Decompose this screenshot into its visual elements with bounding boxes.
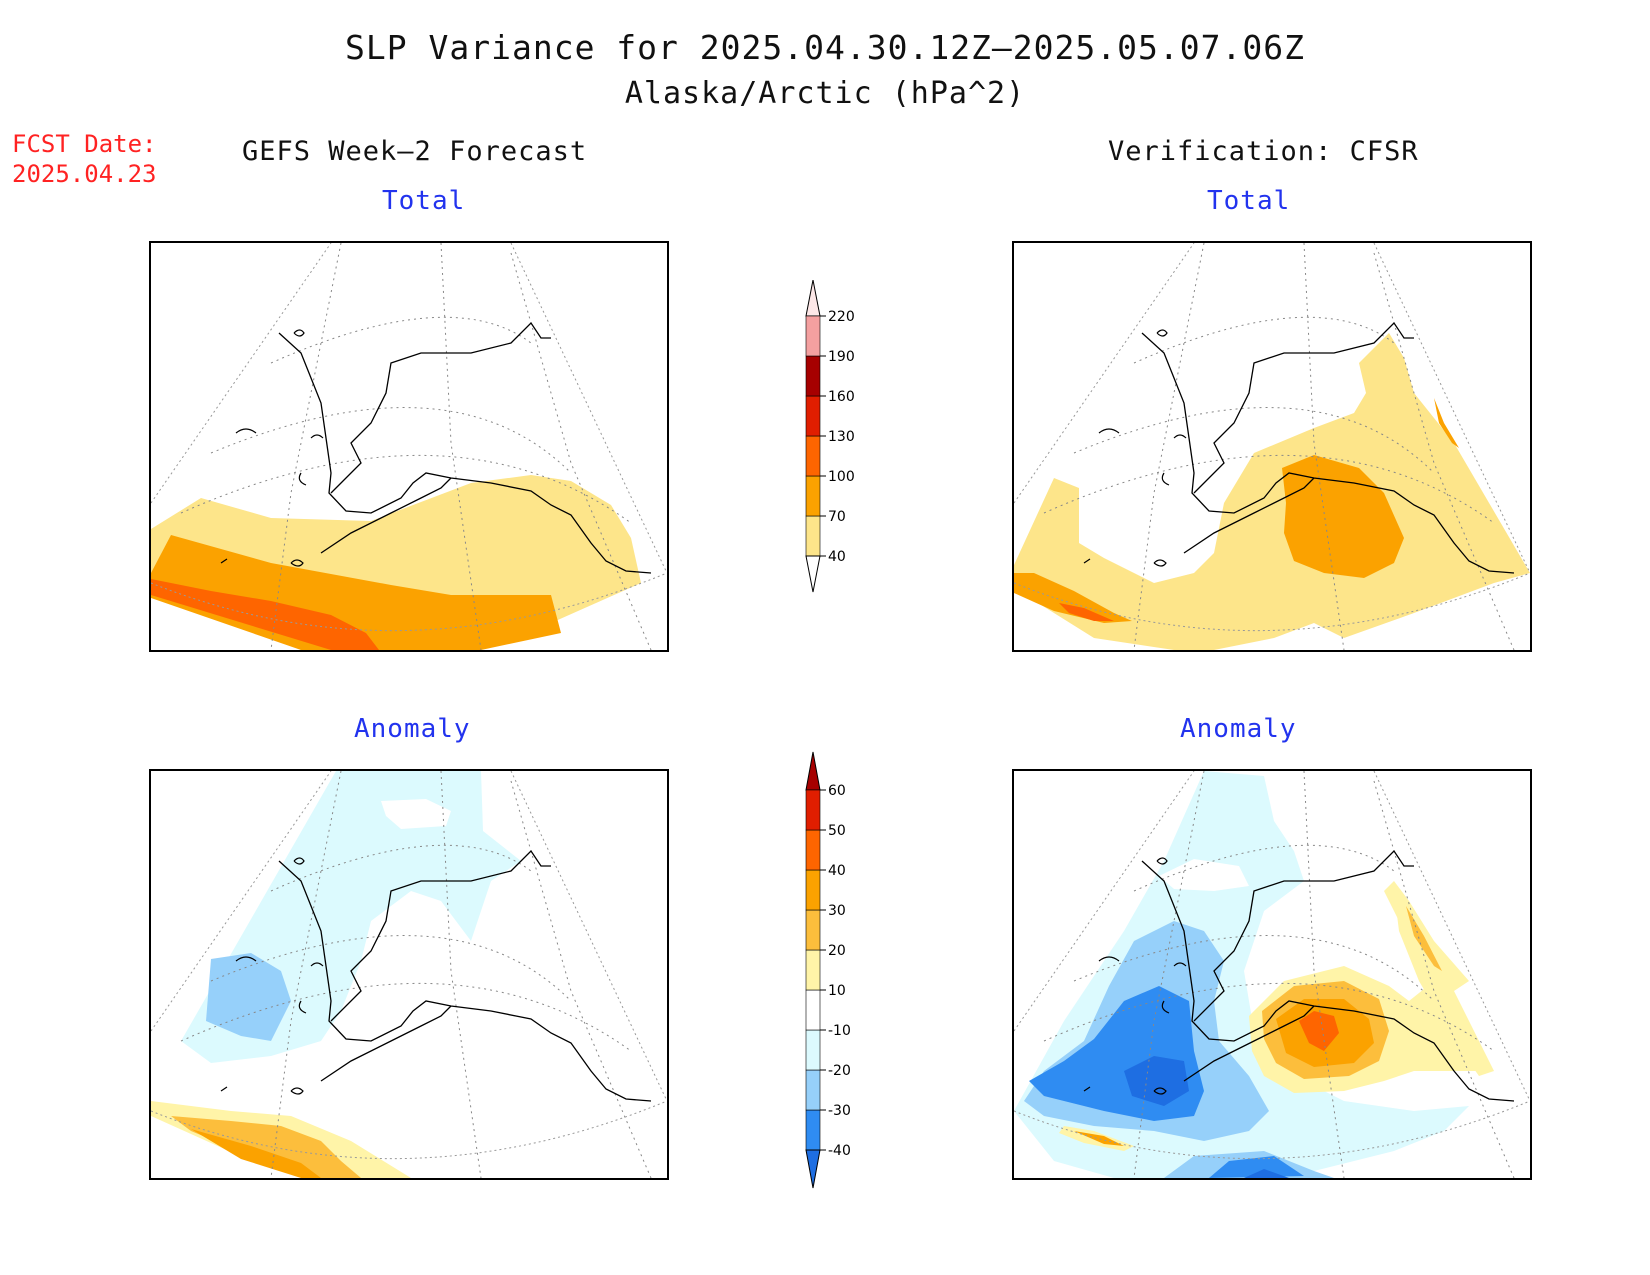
verification-total-title: Total	[1207, 186, 1291, 216]
verification-column-title: Verification: CFSR	[1108, 136, 1419, 167]
total-colorbar-segment	[805, 355, 821, 397]
anomaly-colorbar-segment	[805, 909, 821, 951]
contour-20-30	[171, 1116, 361, 1178]
total-colorbar-segment	[805, 475, 821, 517]
domain-edge	[1014, 243, 1530, 632]
contour-70-100-south	[1014, 573, 1132, 623]
anomaly-colorbar-label: 40	[828, 863, 846, 879]
anomaly-colorbar-segment	[805, 1069, 821, 1111]
domain-edge	[151, 771, 667, 1160]
contour-30-40	[191, 1129, 321, 1178]
forecast-total-map	[149, 241, 669, 652]
domain-edge	[1014, 771, 1530, 1160]
contour-neg40	[1124, 1056, 1189, 1106]
filled-contours	[1014, 333, 1530, 650]
anomaly-colorbar-label: -20	[828, 1063, 851, 1079]
coastline	[278, 849, 652, 1102]
total-colorbar-top-arrow	[805, 280, 821, 317]
total-colorbar-segment	[805, 315, 821, 357]
total-colorbar-label: 160	[828, 389, 855, 405]
anomaly-colorbar-top-arrow	[805, 751, 821, 791]
coastline	[1141, 849, 1515, 1102]
anomaly-colorbar-segment	[805, 1109, 821, 1151]
anomaly-colorbar-label: 20	[828, 943, 846, 959]
anomaly-colorbar-label: -10	[828, 1023, 851, 1039]
forecast-anomaly-map-svg	[151, 771, 667, 1178]
verification-total-map-svg	[1014, 243, 1530, 650]
anomaly-colorbar-segment	[805, 949, 821, 991]
total-colorbar-label: 70	[828, 509, 846, 525]
total-colorbar: 40 70 100 130 160 190 220	[805, 280, 855, 593]
forecast-total-title: Total	[382, 186, 466, 216]
coastline	[1141, 321, 1515, 574]
forecast-anomaly-map	[149, 769, 669, 1180]
total-colorbar-bottom-arrow	[805, 555, 821, 593]
coastline-islands	[220, 329, 324, 567]
filled-contours	[151, 771, 521, 1178]
contour-70-100	[1282, 455, 1404, 578]
verification-total-map	[1012, 241, 1532, 652]
contour-neg30-south	[1209, 1156, 1304, 1178]
domain-edge	[151, 243, 667, 632]
forecast-date-label: FCST Date:	[12, 130, 157, 158]
total-colorbar-segment	[805, 515, 821, 557]
verification-anomaly-map-svg	[1014, 771, 1530, 1178]
contour-40-70	[1014, 333, 1530, 650]
total-colorbar-label: 100	[828, 469, 855, 485]
anomaly-colorbar-label: -30	[828, 1103, 851, 1119]
total-colorbar-label: 130	[828, 429, 855, 445]
anomaly-colorbar: -40 -30 -20 -10 10 20 30 40 50 60	[805, 751, 851, 1189]
contour-neg40-south	[1244, 1169, 1289, 1178]
forecast-total-map-svg	[151, 243, 667, 650]
verification-anomaly-title: Anomaly	[1180, 714, 1297, 744]
coastline-islands	[1083, 329, 1187, 567]
anomaly-colorbar-label: 50	[828, 823, 846, 839]
coastline-islands	[1083, 857, 1187, 1095]
filled-contours	[151, 475, 641, 650]
verification-anomaly-map	[1012, 769, 1532, 1180]
anomaly-colorbar-segment	[805, 789, 821, 831]
anomaly-colorbar-label: -40	[828, 1143, 851, 1159]
anomaly-colorbar-label: 60	[828, 783, 846, 799]
anomaly-colorbar-segment	[805, 869, 821, 911]
anomaly-colorbar-bottom-arrow	[805, 1149, 821, 1189]
total-colorbar-segments: 40 70 100 130 160 190 220	[805, 280, 855, 593]
coastline-islands	[220, 857, 324, 1095]
forecast-column-title: GEFS Week–2 Forecast	[242, 136, 588, 167]
anomaly-colorbar-label: 10	[828, 983, 846, 999]
contour-neg20-neg30	[206, 953, 291, 1041]
contour-70-100-east	[1434, 398, 1459, 448]
contour-neutral-pocket	[381, 799, 451, 829]
total-colorbar-segment	[805, 395, 821, 437]
anomaly-colorbar-segment	[805, 989, 821, 1031]
filled-contours	[1014, 771, 1494, 1178]
contour-100-130	[151, 579, 379, 650]
anomaly-colorbar-segment	[805, 1029, 821, 1071]
contour-100-130	[1059, 603, 1114, 621]
anomaly-colorbar-segments: -40 -30 -20 -10 10 20 30 40 50 60	[805, 751, 851, 1189]
anomaly-colorbar-label: 30	[828, 903, 846, 919]
contour-40-50-south	[1074, 1131, 1124, 1146]
total-colorbar-label: 220	[828, 309, 855, 325]
forecast-anomaly-title: Anomaly	[354, 714, 471, 744]
main-title: SLP Variance for 2025.04.30.12Z–2025.05.…	[345, 28, 1305, 67]
total-colorbar-segment	[805, 435, 821, 477]
total-colorbar-label: 190	[828, 349, 855, 365]
contour-20-30-east	[1406, 906, 1442, 971]
anomaly-colorbar-segment	[805, 829, 821, 871]
coastline	[278, 321, 652, 574]
total-colorbar-label: 40	[828, 549, 846, 565]
forecast-date-value: 2025.04.23	[12, 160, 157, 188]
subtitle: Alaska/Arctic (hPa^2)	[624, 76, 1026, 111]
contour-40-50	[1299, 1011, 1339, 1051]
